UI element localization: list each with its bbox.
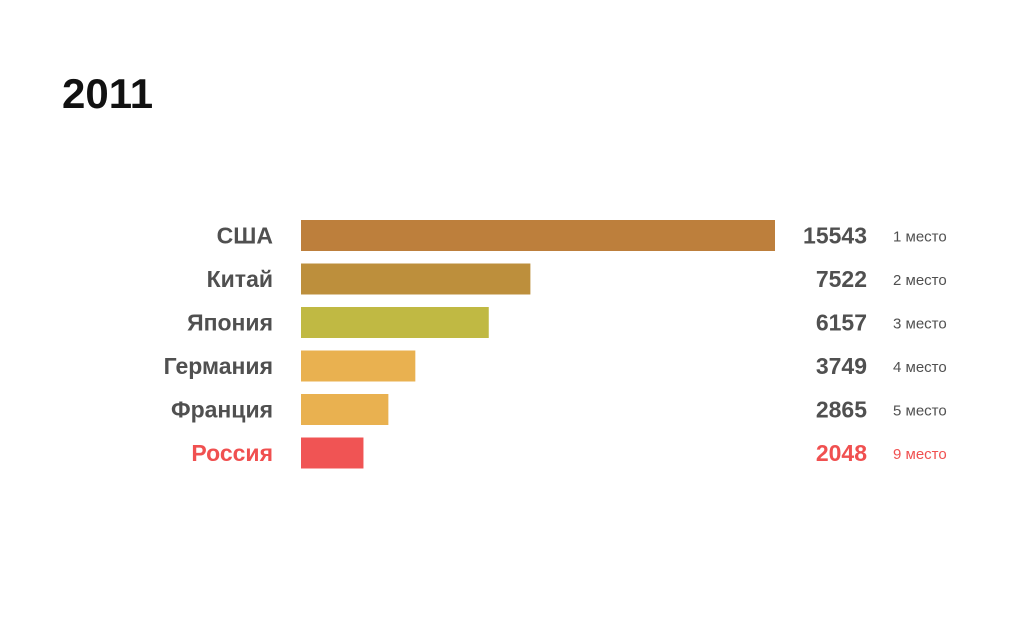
value-label: 2048 <box>816 440 867 466</box>
bar-5 <box>301 437 364 469</box>
category-label: Китай <box>207 266 273 292</box>
category-label: Япония <box>187 310 273 336</box>
category-label: Россия <box>191 440 273 466</box>
rank-label: 2 место <box>893 272 947 289</box>
value-label: 2865 <box>816 397 867 423</box>
value-label: 3749 <box>816 353 867 379</box>
value-label: 15543 <box>803 223 867 249</box>
rank-label: 3 место <box>893 316 947 333</box>
bar-2 <box>301 307 489 338</box>
bar-4 <box>301 394 389 425</box>
rank-label: 4 место <box>893 359 947 376</box>
rank-label: 5 место <box>893 403 947 420</box>
labels-layer: США 15543 1 место Китай 7522 2 место Япония 615… <box>164 223 947 467</box>
bars-layer <box>301 220 775 469</box>
rank-label: 9 место <box>893 446 947 463</box>
category-label: Франция <box>171 397 273 423</box>
value-label: 7522 <box>816 266 867 292</box>
category-label: Германия <box>164 353 273 379</box>
value-label: 6157 <box>816 310 867 336</box>
rank-label: 1 место <box>893 229 947 246</box>
bar-3 <box>301 350 416 382</box>
bar-1 <box>301 263 531 295</box>
bar-0 <box>301 220 775 251</box>
chart-title: 2011 <box>62 70 154 117</box>
category-label: США <box>217 223 273 249</box>
